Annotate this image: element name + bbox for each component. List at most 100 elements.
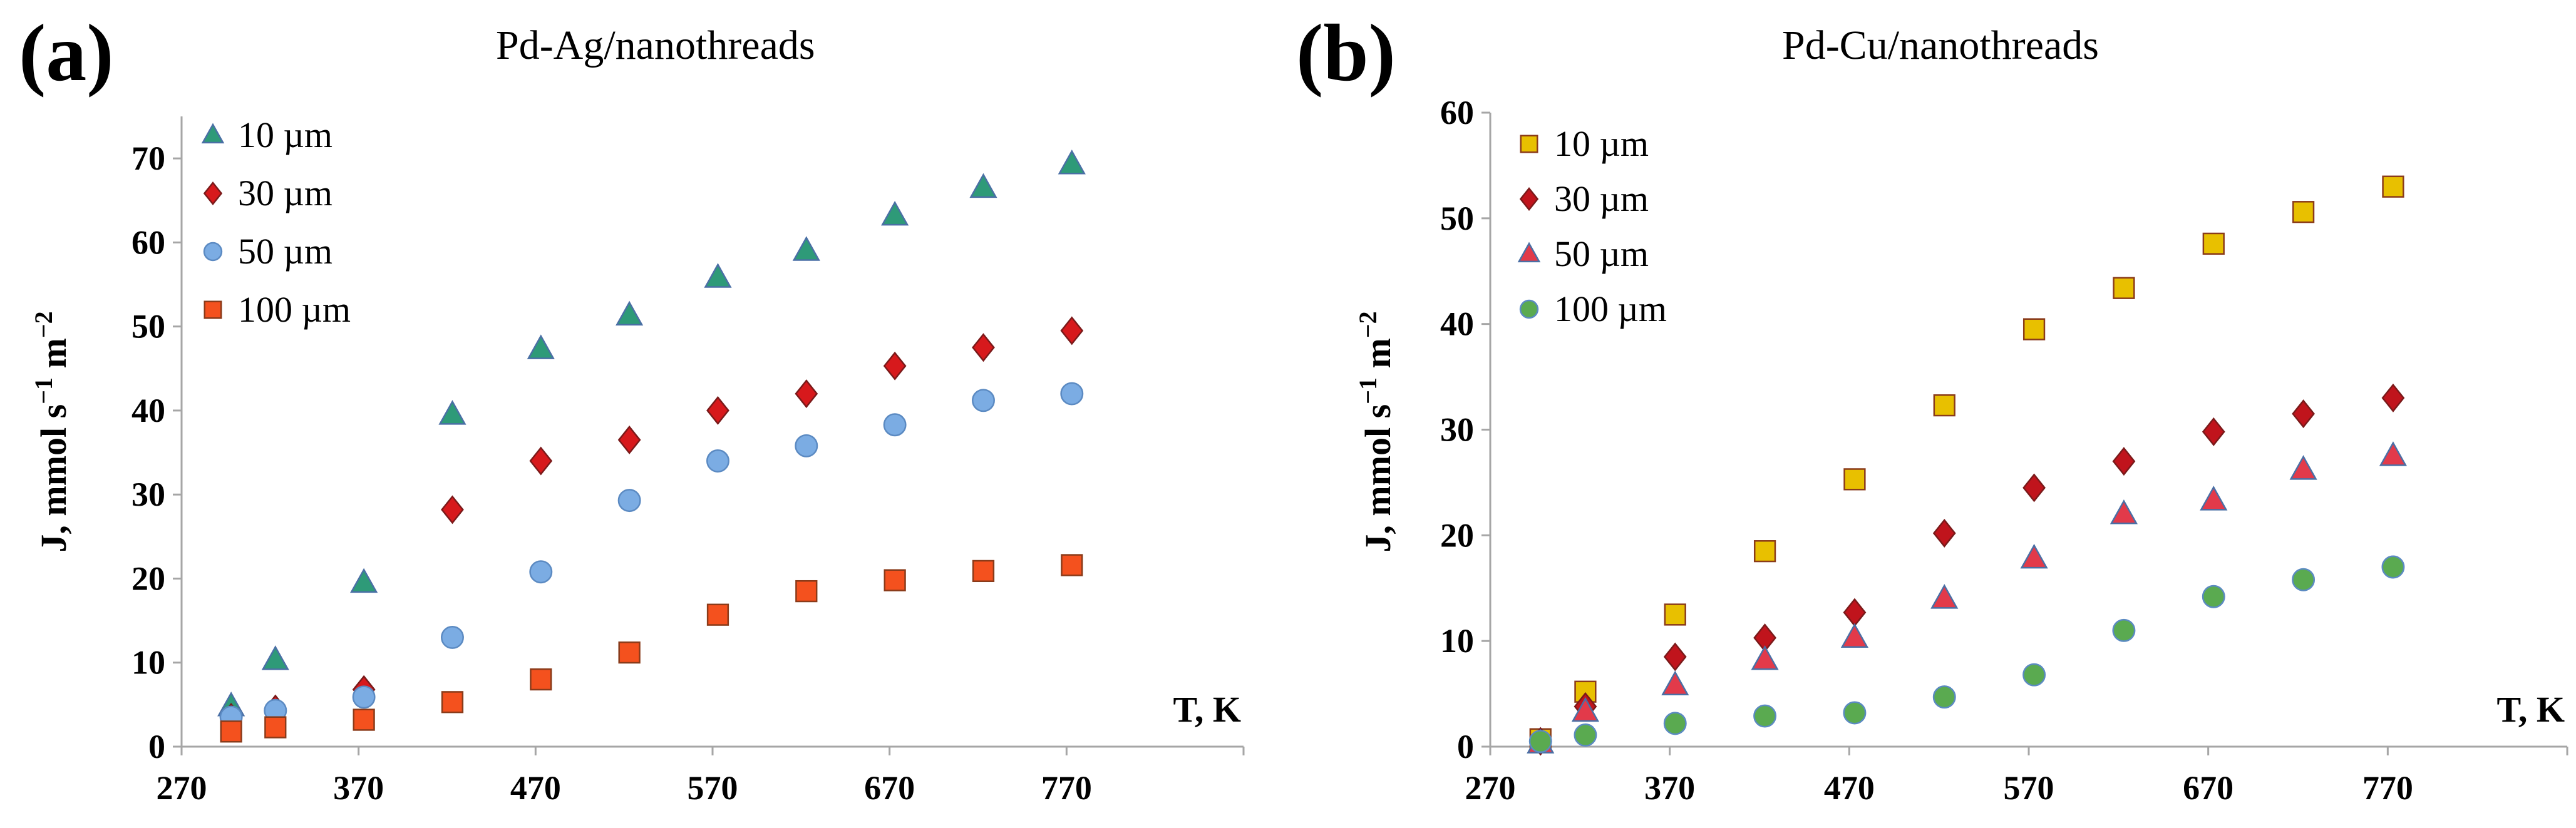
data-point [2202,585,2225,608]
data-point [795,580,818,603]
x-tick-label: 770 [1041,769,1092,807]
data-point [706,603,729,626]
data-point [1528,730,1552,754]
data-point [2022,318,2046,340]
y-tick-label: 20 [131,560,165,597]
data-point [2292,201,2315,223]
data-point [2381,555,2405,579]
legend-label: 50 µm [238,231,332,272]
data-point [530,668,552,691]
data-point [969,173,997,198]
x-tick-label: 470 [1824,769,1875,807]
data-point [352,685,376,709]
legend-marker [201,123,225,144]
data-point [706,449,729,473]
data-point [2020,543,2048,569]
panel-label: (b) [1296,8,1396,98]
data-point [2110,499,2138,524]
x-tick-label: 270 [1465,769,1516,807]
data-point [1663,712,1687,735]
y-tick-label: 0 [1457,728,1474,765]
data-point [264,716,287,739]
data-point [2381,383,2405,412]
data-point [1751,645,1779,670]
x-tick-label: 670 [864,769,915,807]
data-point [1753,704,1777,728]
legend-label: 10 µm [238,115,332,155]
y-axis-title: J, mmol s−1 m−2 [29,311,75,552]
x-axis-title: T, K [2497,689,2565,730]
data-point [353,708,375,731]
data-point [2113,277,2135,299]
data-point [2202,232,2225,255]
data-point [1661,670,1689,696]
legend-label: 30 µm [1554,178,1649,219]
legend-label: 100 µm [1554,289,1667,329]
data-point [1843,598,1867,627]
series-1 [1528,383,2405,756]
y-tick-label: 70 [131,140,165,177]
data-point [441,495,464,524]
data-point [795,434,818,457]
scatter-plot-b: 0 10 20 30 40 50 60 270 370 470 570 670 770 T, K J, mm… [1354,94,2568,807]
data-point [618,641,641,664]
legend-marker [203,181,223,206]
data-point [1664,603,1686,626]
legend-marker [204,300,222,319]
y-tick-label: 40 [1440,305,1474,343]
data-point [2379,441,2408,466]
y-tick-label: 50 [1440,200,1474,237]
data-point [972,389,995,412]
x-tick-label: 370 [333,769,384,807]
data-point [2292,568,2316,591]
data-point [1571,697,1600,722]
y-tick-label: 20 [1440,516,1474,554]
x-axis-title: T, K [1173,689,1242,730]
data-point [617,425,641,454]
x-tick-label: 370 [1644,769,1695,807]
x-tick-label: 270 [157,769,207,807]
data-point [2112,618,2136,642]
data-point [972,333,995,362]
data-point [884,569,906,591]
series-3 [1528,555,2405,754]
data-point [1058,149,1086,175]
series-2 [219,382,1084,729]
data-point [441,691,464,713]
legend-marker [1519,299,1539,319]
data-point [2022,663,2046,687]
scatter-plot-a: 0 10 20 30 40 50 60 70 270 370 470 570 670 770 T, K J, … [29,115,1245,807]
data-point [1060,382,1084,406]
y-tick-label: 60 [131,223,165,261]
data-point [1060,316,1084,345]
data-point [1663,642,1687,672]
data-point [2382,175,2404,198]
data-point [1843,468,1866,491]
chart-title: Pd-Cu/nanothreads [1782,23,2099,68]
x-tick-label: 470 [510,769,561,807]
y-tick-label: 50 [131,308,165,345]
legend: 10 µm 30 µm 50 µm 100 µm [1517,123,1667,329]
data-point [883,413,907,437]
data-point [2022,473,2046,503]
series-1 [219,316,1084,732]
data-point [2292,399,2316,429]
data-point [1933,394,1955,417]
data-point [529,446,553,476]
data-point [350,568,378,593]
data-point [972,560,995,583]
series-2 [1527,441,2408,754]
panel-label: (a) [19,8,114,98]
data-point [438,400,466,425]
y-tick-label: 0 [148,728,165,765]
data-point [1574,723,1597,747]
series-0 [217,149,1086,717]
data-point [527,334,555,359]
x-tick-label: 570 [2004,769,2054,807]
data-point [1930,584,1959,609]
data-point [529,560,553,584]
data-point [1061,554,1083,576]
data-point [2289,455,2317,480]
y-tick-label: 40 [131,392,165,429]
legend-label: 100 µm [238,289,351,330]
